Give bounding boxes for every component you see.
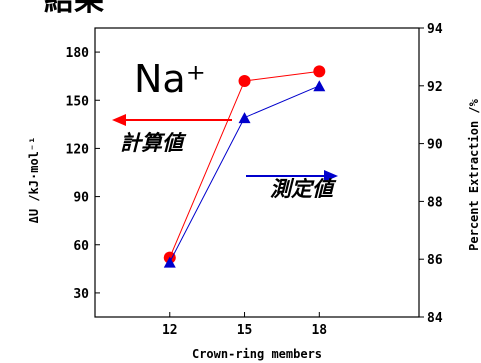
series-1-point	[163, 256, 176, 268]
y-right-tick-label: 88	[427, 195, 443, 210]
y-left-axis-title: ΔU /kJ·mol⁻¹	[27, 137, 41, 224]
y-right-tick-label: 86	[427, 253, 443, 268]
legend-meas: 測定値	[246, 170, 338, 201]
y-right-axis-title: Percent Extraction /%	[467, 98, 481, 250]
legend-meas-arrowhead	[324, 170, 338, 182]
legend-calc-label: 計算値	[120, 131, 187, 155]
y-left-tick-label: 60	[73, 239, 89, 254]
y-left-tick-label: 150	[66, 94, 90, 109]
x-axis-title: Crown-ring members	[192, 347, 322, 361]
legend-calc-arrowhead	[112, 114, 126, 126]
series-1-point	[313, 80, 326, 92]
chart-heading: 結果	[44, 0, 104, 18]
series-1-point	[238, 112, 251, 124]
left-axis: 30 60 90 120 150 180	[66, 46, 100, 302]
ion-label: Na⁺	[134, 57, 206, 101]
x-axis: 12 15 18	[162, 312, 327, 338]
y-right-tick-label: 84	[427, 311, 443, 326]
series-0-point	[238, 74, 251, 87]
legend-calc: 計算値	[112, 114, 232, 155]
y-right-tick-label: 90	[427, 138, 443, 153]
x-tick-label: 15	[237, 323, 253, 338]
y-left-tick-label: 120	[66, 142, 90, 157]
y-left-tick-label: 180	[66, 46, 90, 61]
x-tick-label: 12	[162, 323, 178, 338]
y-right-tick-label: 92	[427, 80, 443, 95]
y-left-tick-label: 30	[73, 287, 89, 302]
x-tick-label: 18	[311, 323, 327, 338]
legend-meas-label: 測定値	[270, 177, 337, 201]
y-left-tick-label: 90	[73, 191, 89, 206]
series-layer	[163, 65, 326, 268]
series-0-point	[313, 65, 326, 78]
plot-frame	[94, 27, 420, 318]
right-axis: 84 86 88 90 92 94	[419, 22, 443, 326]
y-right-tick-label: 94	[427, 22, 443, 37]
